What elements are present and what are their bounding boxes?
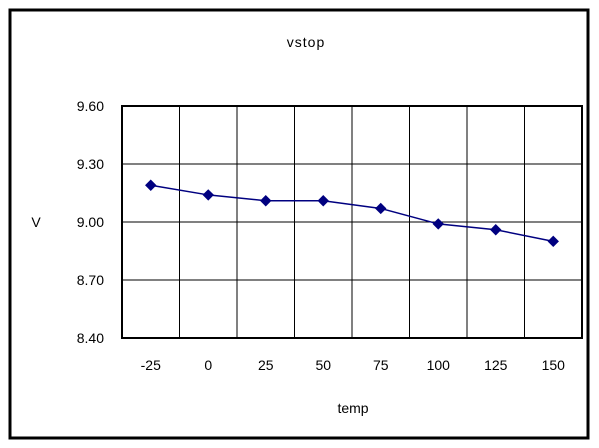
chart-title: vstop [287,34,325,50]
x-tick-label: 25 [258,357,274,373]
y-tick-label: 9.00 [77,214,104,230]
x-axis-ticks: -25 0 25 50 75 100 125 150 [141,357,566,373]
x-tick-label: 50 [315,357,331,373]
data-point-marker [202,189,214,201]
data-point-marker [375,202,387,215]
y-tick-label: 9.30 [77,156,104,172]
series-group [145,179,559,248]
y-tick-label: 8.70 [77,272,104,288]
series-line [150,184,554,243]
x-axis-label: temp [337,400,368,416]
data-point-marker [432,218,444,230]
x-tick-label: 100 [427,357,451,373]
x-tick-label: 125 [484,357,508,373]
y-axis-label: V [31,214,41,230]
x-tick-label: 75 [373,357,389,373]
data-point-marker [547,235,559,248]
plot-area-border [121,105,583,339]
y-axis-ticks: 9.60 9.30 9.00 8.70 8.40 [77,98,104,346]
data-point-marker [317,195,329,207]
data-point-marker [145,179,157,191]
x-tick-label: 0 [204,357,212,373]
data-point-marker [490,224,502,236]
y-tick-label: 8.40 [77,330,104,346]
x-tick-label: -25 [141,357,161,373]
y-tick-label: 9.60 [77,98,104,114]
data-point-marker [260,195,272,207]
chart-outer-frame [8,8,590,440]
x-tick-label: 150 [542,357,566,373]
